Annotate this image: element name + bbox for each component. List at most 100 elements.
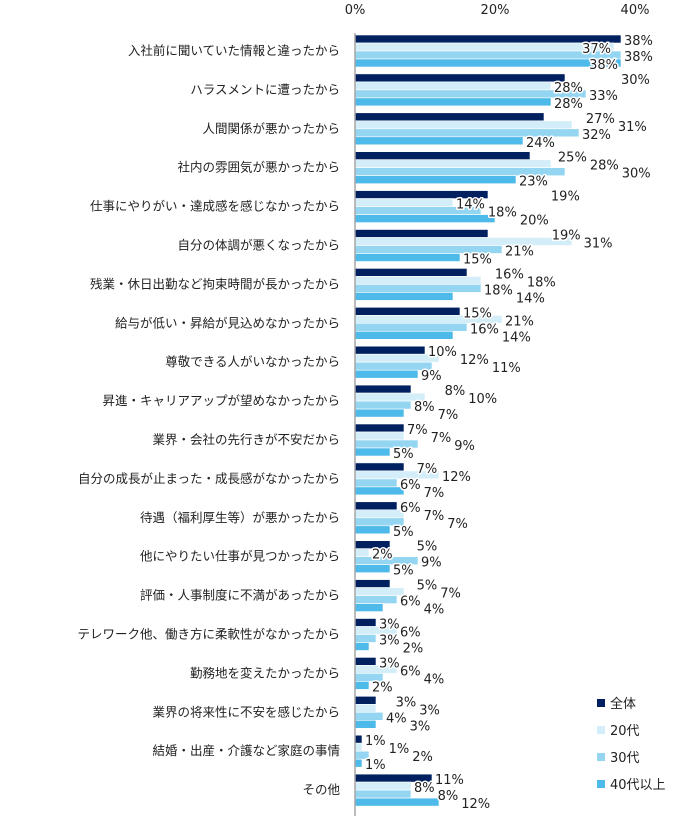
bar-20代 [354, 198, 454, 207]
legend-swatch [597, 699, 605, 707]
data-label: 18% [484, 283, 513, 298]
data-label: 20% [520, 214, 549, 229]
bar-40代以上 [354, 253, 461, 262]
bar-30代 [354, 634, 377, 643]
category-label: 尊敬できる人がいなかったから [165, 354, 340, 369]
data-label: 7% [417, 462, 438, 477]
data-label: 2% [372, 548, 393, 563]
bar-40代以上 [354, 58, 622, 68]
bar-40代以上 [354, 292, 454, 301]
bar-20代 [354, 42, 615, 52]
data-label: 1% [389, 742, 410, 757]
bar-全体 [354, 462, 405, 472]
bar-20代 [354, 431, 405, 441]
bar-40代以上 [354, 486, 405, 496]
data-label: 2% [412, 750, 433, 765]
data-label: 9% [421, 369, 442, 384]
data-label: 18% [488, 206, 517, 221]
data-label: 38% [624, 50, 653, 65]
category-label: 業界の将来性に不安を感じたから [152, 704, 340, 719]
data-label: 3% [379, 618, 400, 633]
data-label: 6% [400, 626, 421, 641]
data-label: 18% [527, 275, 556, 290]
data-label: 8% [414, 400, 435, 415]
data-label: 12% [460, 353, 489, 368]
bar-20代 [354, 353, 440, 363]
legend-label: 20代 [610, 724, 640, 739]
data-label: 7% [440, 587, 461, 602]
category-label: 人間関係が悪かったから [202, 121, 340, 136]
bar-40代以上 [354, 758, 363, 768]
bar-40代以上 [354, 136, 524, 146]
category-label: 入社前に聞いていた情報と違ったから [128, 43, 340, 58]
data-label: 7% [438, 408, 459, 423]
category-label: 業界・会社の先行きが不安だから [152, 432, 340, 447]
bar-40代以上 [354, 603, 384, 612]
data-label: 3% [396, 695, 417, 710]
bar-全体 [354, 34, 622, 44]
bar-40代以上 [354, 564, 391, 574]
legend-label: 30代 [610, 751, 640, 766]
bar-40代以上 [354, 642, 370, 651]
legend-label: 全体 [610, 696, 636, 712]
bar-全体 [354, 268, 468, 277]
bar-40代以上 [354, 330, 454, 340]
bar-40代以上 [354, 97, 552, 107]
bar-40代以上 [354, 525, 391, 535]
data-label: 15% [463, 253, 492, 268]
data-label: 15% [463, 306, 492, 321]
bar-20代 [354, 120, 573, 130]
bar-40代以上 [354, 447, 391, 457]
category-label: 自分の体調が悪くなったから [177, 238, 340, 253]
bar-30代 [354, 284, 482, 293]
data-label: 6% [400, 595, 421, 610]
category-label: 待遇（福利厚生等）が悪かったから [140, 510, 340, 525]
data-label: 8% [445, 384, 466, 399]
bar-30代 [354, 789, 412, 799]
data-label: 12% [442, 470, 471, 485]
data-label: 11% [435, 773, 464, 788]
data-label: 27% [586, 112, 615, 127]
data-label: 5% [393, 447, 414, 462]
data-label: 10% [468, 392, 497, 407]
data-label: 7% [424, 486, 445, 501]
bar-20代 [354, 509, 405, 519]
data-label: 30% [622, 167, 651, 182]
bar-20代 [354, 742, 363, 752]
data-label: 31% [618, 120, 647, 135]
data-label: 21% [505, 245, 534, 260]
data-label: 6% [400, 501, 421, 516]
category-label: 給与が低い・昇給が見込めなかったから [115, 315, 340, 330]
bar-全体 [354, 579, 391, 588]
data-label: 16% [470, 322, 499, 337]
data-label: 38% [589, 58, 618, 73]
data-label: 19% [551, 190, 580, 205]
category-label: 評価・人事制度に不満があったから [140, 588, 340, 603]
data-label: 12% [461, 797, 490, 812]
data-label: 37% [582, 42, 611, 57]
data-label: 4% [386, 711, 407, 726]
data-label: 25% [558, 151, 587, 166]
bar-40代以上 [354, 797, 440, 807]
data-label: 2% [372, 680, 393, 695]
bar-全体 [354, 618, 377, 627]
category-label: その他 [302, 782, 340, 797]
bar-30代 [354, 595, 398, 604]
data-label: 9% [421, 556, 442, 571]
data-label: 4% [424, 672, 445, 687]
legend-swatch [597, 726, 605, 734]
bar-20代 [354, 237, 573, 246]
data-label: 5% [417, 579, 438, 594]
bar-40代以上 [354, 369, 419, 379]
data-label: 10% [428, 345, 457, 360]
bar-30代 [354, 50, 622, 60]
bar-全体 [354, 501, 398, 511]
data-label: 14% [516, 291, 545, 306]
bar-20代 [354, 159, 552, 168]
category-label: 昇進・キャリアアップが望めなかったから [102, 393, 340, 408]
data-label: 21% [505, 314, 534, 329]
category-label: 自分の成長が止まった・成長感がなかったから [78, 471, 340, 486]
data-label: 28% [554, 81, 583, 96]
bar-30代 [354, 478, 398, 488]
category-label: 残業・休日出勤など拘束時間が長かったから [90, 276, 340, 291]
